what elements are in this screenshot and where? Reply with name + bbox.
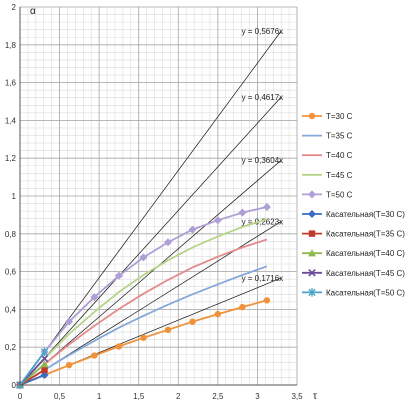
legend-label: T=35 C (326, 132, 353, 141)
legend-item: Касательная(T=40 C) (302, 249, 405, 258)
legend-item: T=30 C (302, 112, 353, 121)
legend-label: T=40 C (326, 151, 353, 160)
data-point (213, 216, 222, 225)
series-line (19, 238, 268, 386)
tangent-lines: y = 0,5676x y = 0,4617x y = 0,3604x y = 0,2… (19, 27, 284, 386)
y-tick-label: 2 (12, 3, 17, 12)
x-tick-label: 2,5 (212, 392, 224, 401)
data-point (238, 208, 247, 217)
y-tick-label: 0,2 (5, 343, 17, 352)
data-point (40, 360, 49, 368)
y-tick-label: 1,4 (5, 116, 17, 125)
x-tick-label: 0,5 (54, 392, 66, 401)
data-point (189, 318, 196, 325)
y-tick-label: 1,8 (5, 41, 17, 50)
data-point (164, 326, 172, 334)
legend-item: T=45 C (302, 171, 353, 180)
tangent-line (19, 159, 282, 386)
y-tick-label: 1,2 (5, 154, 17, 163)
x-tick-label: 2 (176, 392, 181, 401)
data-point (163, 238, 172, 247)
data-point (263, 297, 271, 304)
tangent-equation-label: y = 0,2623x (242, 217, 284, 226)
legend-item: T=50 C (302, 190, 353, 199)
data-point (65, 361, 73, 369)
legend-marker (308, 269, 316, 277)
data-point (239, 303, 246, 311)
x-tick-label: 1,5 (133, 392, 145, 401)
data-point (40, 347, 49, 357)
data-point (114, 271, 123, 280)
legend-marker (308, 249, 316, 257)
legend-item: Касательная(T=50 C) (302, 288, 405, 297)
data-point (115, 343, 123, 350)
x-tick-label: 0 (18, 392, 23, 401)
tangent-equation-label: y = 0,1716x (242, 274, 284, 283)
legend-label: Касательная(T=30 C) (326, 210, 405, 219)
legend-label: Касательная(T=35 C) (326, 230, 405, 239)
series-line (19, 265, 268, 386)
legend-marker (308, 190, 316, 199)
legend-label: Касательная(T=40 C) (326, 249, 405, 258)
tangent-equation-label: y = 0,4617x (242, 93, 284, 102)
legend-marker (308, 230, 316, 237)
data-point (41, 366, 48, 374)
legend-item: T=35 C (302, 132, 353, 141)
y-tick-label: 0 (12, 381, 17, 390)
data-point (188, 225, 197, 234)
legend-label: T=50 C (326, 190, 353, 199)
tangent-equation-label: y = 0,5676x (242, 27, 284, 36)
legend-marker (308, 288, 316, 297)
series-3 (19, 238, 268, 386)
series-4 (19, 218, 268, 386)
y-tick-label: 1 (12, 192, 17, 201)
data-point (214, 310, 222, 318)
data-point (91, 352, 98, 359)
data-point (40, 354, 49, 363)
series-2 (19, 265, 268, 386)
data-point (262, 202, 271, 211)
y-tick-label: 0,6 (5, 268, 17, 277)
axes (19, 7, 297, 386)
data-point (140, 334, 147, 341)
x-tick-label: 3 (255, 392, 260, 401)
legend-label: Касательная(T=45 C) (326, 269, 405, 278)
legend-label: T=30 C (326, 112, 353, 121)
legend-label: Касательная(T=50 C) (326, 288, 405, 297)
x-tick-label: 3,5 (291, 392, 303, 401)
tangent-line (19, 96, 282, 386)
legend: T=30 C T=35 C T=40 C T=45 C T=50 C Касательна… (302, 112, 405, 297)
tangent-line (19, 30, 282, 386)
legend-marker (308, 210, 316, 218)
x-axis-label: τ (313, 391, 317, 402)
legend-label: T=45 C (326, 171, 353, 180)
y-tick-label: 1,6 (5, 79, 17, 88)
data-point (65, 317, 74, 326)
legend-item: Касательная(T=30 C) (302, 210, 405, 219)
legend-marker (308, 112, 316, 120)
x-tick-label: 1 (97, 392, 102, 401)
y-tick-label: 0,8 (5, 230, 17, 239)
series-group (16, 202, 271, 390)
tangent-equation-label: y = 0,3604x (242, 156, 284, 165)
series-line (19, 218, 268, 386)
data-point (139, 253, 148, 262)
series-line (19, 351, 46, 386)
y-tick-label: 0,4 (5, 305, 17, 314)
legend-item: Касательная(T=45 C) (302, 269, 405, 278)
y-axis-label: α (30, 6, 36, 17)
data-point (90, 293, 99, 302)
legend-item: Касательная(T=35 C) (302, 230, 405, 239)
tick-labels: 0 0,5 1 1,5 2 2,5 3 3,5 0 0,2 0,4 0,6 0,8 1 1,2 1,4 1,6 1… (5, 3, 303, 401)
legend-item: T=40 C (302, 151, 353, 160)
